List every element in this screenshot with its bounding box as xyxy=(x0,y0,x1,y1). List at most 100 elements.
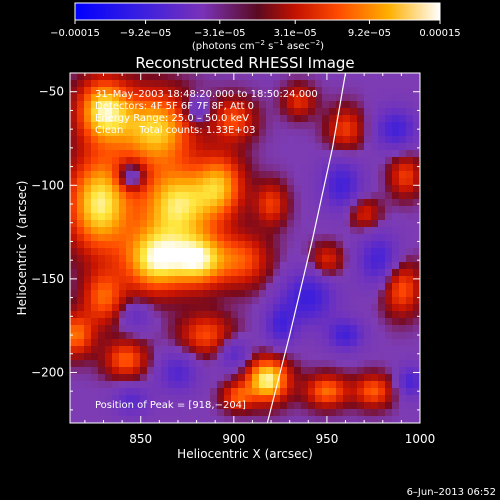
heatmap-cell xyxy=(147,241,155,249)
heatmap-cell xyxy=(259,171,267,179)
heatmap-cell xyxy=(119,171,127,179)
heatmap-cell xyxy=(371,143,379,151)
heatmap-cell xyxy=(252,206,260,214)
heatmap-cell xyxy=(168,199,176,207)
heatmap-cell xyxy=(70,353,78,361)
heatmap-cell xyxy=(266,374,274,382)
heatmap-cell xyxy=(161,388,169,396)
heatmap-cell xyxy=(266,290,274,298)
heatmap-cell xyxy=(287,318,295,326)
heatmap-cell xyxy=(238,73,246,81)
heatmap-cell xyxy=(343,143,351,151)
heatmap-cell xyxy=(70,283,78,291)
heatmap-cell xyxy=(231,283,239,291)
heatmap-cell xyxy=(364,311,372,319)
heatmap-cell xyxy=(140,157,148,165)
heatmap-cell xyxy=(280,80,288,88)
heatmap-cell xyxy=(343,80,351,88)
heatmap-cell xyxy=(406,199,414,207)
heatmap-cell xyxy=(294,87,302,95)
heatmap-cell xyxy=(224,402,232,410)
heatmap-cell xyxy=(294,129,302,137)
heatmap-cell xyxy=(322,248,330,256)
heatmap-cell xyxy=(371,381,379,389)
heatmap-cell xyxy=(399,262,407,270)
heatmap-cell xyxy=(189,332,197,340)
heatmap-cell xyxy=(280,164,288,172)
heatmap-cell xyxy=(161,164,169,172)
heatmap-cell xyxy=(154,402,162,410)
heatmap-cell xyxy=(315,122,323,130)
heatmap-cell xyxy=(77,409,85,417)
heatmap-cell xyxy=(308,185,316,193)
heatmap-cell xyxy=(154,332,162,340)
heatmap-cell xyxy=(392,199,400,207)
heatmap-cell xyxy=(182,402,190,410)
heatmap-cell xyxy=(294,255,302,263)
heatmap-cell xyxy=(182,227,190,235)
heatmap-cell xyxy=(357,185,365,193)
heatmap-cell xyxy=(217,80,225,88)
heatmap-cell xyxy=(336,339,344,347)
heatmap-cell xyxy=(371,164,379,172)
heatmap-cell xyxy=(224,101,232,109)
heatmap-cell xyxy=(308,416,316,423)
heatmap-cell xyxy=(119,129,127,137)
heatmap-cell xyxy=(308,311,316,319)
heatmap-cell xyxy=(105,199,113,207)
heatmap-cell xyxy=(315,332,323,340)
heatmap-cell xyxy=(154,381,162,389)
heatmap-cell xyxy=(126,206,134,214)
heatmap-cell xyxy=(203,325,211,333)
heatmap-cell xyxy=(287,367,295,375)
heatmap-cell xyxy=(77,416,85,423)
heatmap-cell xyxy=(105,318,113,326)
heatmap-cell xyxy=(70,311,78,319)
heatmap-cell xyxy=(266,150,274,158)
heatmap-cell xyxy=(245,213,253,221)
heatmap-cell xyxy=(161,73,169,81)
heatmap-cell xyxy=(287,157,295,165)
heatmap-cell xyxy=(98,332,106,340)
heatmap-cell xyxy=(217,115,225,123)
heatmap-cell xyxy=(399,311,407,319)
heatmap-cell xyxy=(343,339,351,347)
heatmap-cell xyxy=(357,353,365,361)
heatmap-cell xyxy=(182,304,190,312)
heatmap-cell xyxy=(154,227,162,235)
heatmap-cell xyxy=(385,178,393,186)
heatmap-cell xyxy=(224,325,232,333)
heatmap-cell xyxy=(70,255,78,263)
heatmap-cell xyxy=(119,402,127,410)
heatmap-cell xyxy=(287,381,295,389)
heatmap-cell xyxy=(105,360,113,368)
heatmap-cell xyxy=(280,409,288,417)
heatmap-cell xyxy=(91,234,99,242)
heatmap-cell xyxy=(168,234,176,242)
heatmap-cell xyxy=(105,101,113,109)
heatmap-cell xyxy=(413,346,420,354)
heatmap-cell xyxy=(392,185,400,193)
heatmap-cell xyxy=(154,143,162,151)
heatmap-cell xyxy=(231,178,239,186)
heatmap-cell xyxy=(308,227,316,235)
heatmap-cell xyxy=(224,73,232,81)
heatmap-cell xyxy=(308,409,316,417)
heatmap-cell xyxy=(406,227,414,235)
heatmap-cell xyxy=(406,213,414,221)
heatmap-cell xyxy=(385,143,393,151)
heatmap-cell xyxy=(406,129,414,137)
heatmap-cell xyxy=(224,87,232,95)
heatmap-cell xyxy=(280,248,288,256)
heatmap-cell xyxy=(322,129,330,137)
heatmap-cell xyxy=(98,346,106,354)
heatmap-cell xyxy=(406,311,414,319)
heatmap-cell xyxy=(147,227,155,235)
heatmap-cell xyxy=(175,157,183,165)
heatmap-cell xyxy=(133,283,141,291)
heatmap-cell xyxy=(399,227,407,235)
heatmap-cell xyxy=(140,178,148,186)
heatmap-cell xyxy=(231,150,239,158)
heatmap-cell xyxy=(210,164,218,172)
heatmap-cell xyxy=(147,87,155,95)
